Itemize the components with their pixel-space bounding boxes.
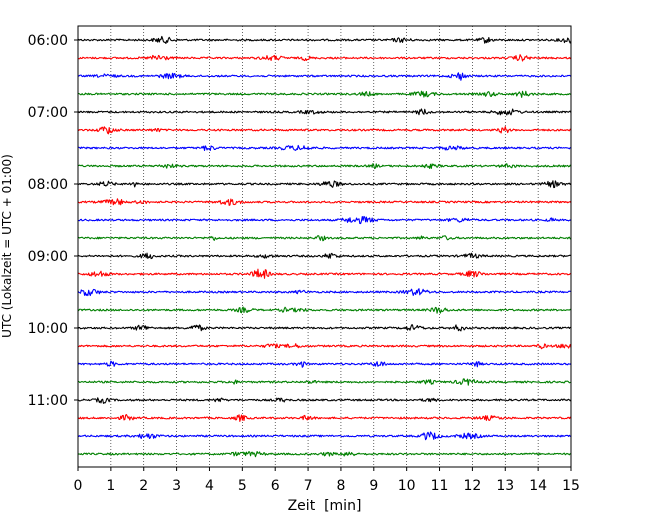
seismogram-trace (77, 235, 572, 242)
seismogram-trace (77, 360, 572, 368)
seismogram-trace (77, 450, 572, 458)
seismogram-trace (77, 324, 572, 332)
seismogram-trace (77, 343, 572, 350)
x-tick-label: 12 (463, 478, 481, 494)
y-axis-ticks: 06:00 07:00 08:00 09:00 10:00 11:00 (28, 33, 78, 409)
y-tick-label: 09:00 (28, 249, 68, 265)
x-axis-ticks: 0 1 2 3 4 5 6 7 8 9 10 11 12 13 14 15 (74, 467, 580, 494)
x-tick-label: 14 (529, 478, 547, 494)
y-tick-label: 07:00 (28, 105, 68, 121)
seismogram-trace (77, 126, 572, 135)
seismogram-trace (77, 90, 572, 98)
x-tick-label: 1 (106, 478, 115, 494)
seismogram-trace (77, 414, 572, 422)
seismogram-trace (77, 306, 572, 314)
seismogram-trace (77, 252, 572, 260)
seismogram-trace (77, 35, 572, 44)
seismogram-traces (77, 35, 572, 458)
seismogram-trace (77, 215, 572, 225)
seismogram-trace (77, 54, 572, 62)
seismogram-trace (77, 431, 572, 441)
vertical-grid-lines (110, 26, 539, 467)
seismogram-trace (77, 268, 572, 279)
x-tick-label: 3 (172, 478, 181, 494)
seismogram-trace (77, 180, 572, 189)
seismogram-trace (77, 162, 572, 170)
y-tick-label: 10:00 (28, 321, 68, 337)
x-tick-label: 8 (336, 478, 345, 494)
x-tick-label: 15 (562, 478, 580, 494)
y-axis-label: UTC (Lokalzeit = UTC + 01:00) (0, 154, 14, 338)
seismogram-trace (77, 397, 572, 404)
x-tick-label: 9 (369, 478, 378, 494)
x-axis-label: Zeit [min] (288, 498, 362, 514)
x-tick-label: 5 (238, 478, 247, 494)
x-tick-label: 2 (139, 478, 148, 494)
y-tick-label: 06:00 (28, 33, 68, 49)
x-tick-label: 4 (205, 478, 214, 494)
y-tick-label: 08:00 (28, 177, 68, 193)
seismogram-trace (77, 72, 572, 81)
x-tick-label: 10 (398, 478, 416, 494)
x-tick-label: 11 (431, 478, 449, 494)
seismogram-trace (77, 378, 572, 386)
x-tick-label: 7 (304, 478, 313, 494)
plot-frame (77, 25, 572, 468)
y-tick-label: 11:00 (28, 393, 68, 409)
x-tick-label: 0 (74, 478, 83, 494)
seismogram-trace (77, 108, 572, 116)
x-tick-label: 6 (271, 478, 280, 494)
seismogram-trace (77, 144, 572, 152)
x-tick-label: 13 (496, 478, 514, 494)
seismogram-trace (77, 198, 572, 206)
seismogram-trace (77, 288, 572, 297)
